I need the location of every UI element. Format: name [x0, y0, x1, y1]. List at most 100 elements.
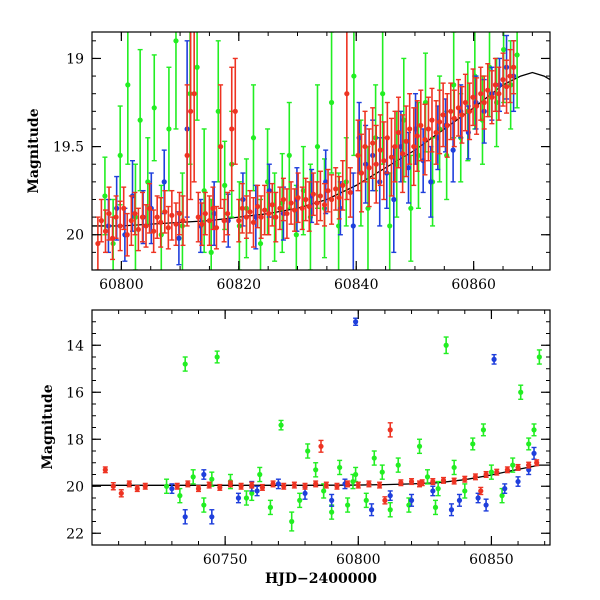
bottom-marker: [387, 493, 393, 499]
top-marker: [188, 108, 194, 114]
top-marker: [507, 73, 513, 79]
top-data-point: [321, 182, 328, 227]
top-marker: [162, 209, 168, 215]
bottom-data-point: [398, 479, 404, 487]
top-marker: [221, 218, 227, 224]
top-marker: [173, 221, 179, 227]
top-marker: [407, 126, 413, 132]
top-data-point: [433, 100, 439, 165]
bottom-marker: [382, 497, 388, 503]
bottom-data-point: [289, 511, 295, 532]
top-data-point: [229, 66, 235, 192]
top-marker: [470, 94, 476, 100]
top-marker: [310, 191, 316, 197]
bottom-marker: [302, 483, 308, 489]
bottom-marker: [102, 467, 108, 473]
top-data-point: [373, 124, 379, 204]
bottom-data-point: [270, 480, 276, 488]
top-data-point: [151, 54, 157, 162]
bottom-marker: [185, 481, 191, 487]
top-marker: [395, 129, 402, 136]
bottom-data-point: [408, 478, 415, 486]
top-data-point: [169, 189, 175, 241]
bottom-marker: [182, 514, 188, 520]
bottom-data-point: [318, 439, 324, 453]
bottom-data-point: [387, 422, 393, 438]
bottom-x-tick-label: 60850: [469, 552, 514, 568]
top-data-point: [344, 32, 350, 201]
top-marker: [247, 209, 253, 215]
bottom-marker: [451, 478, 457, 484]
bottom-y-tick-label: 18: [66, 432, 84, 448]
top-data-point: [310, 172, 316, 217]
bottom-marker: [435, 486, 441, 492]
top-data-point: [492, 57, 498, 113]
top-marker: [455, 105, 461, 111]
bottom-marker: [313, 481, 319, 487]
bottom-panel: 60750 60800 60850 14 16 18 20 22 Magnitude HJD−…: [40, 309, 551, 587]
top-marker: [269, 202, 275, 208]
top-data-point: [388, 117, 395, 197]
top-marker: [295, 195, 301, 201]
top-marker: [370, 140, 376, 146]
top-data-point: [225, 191, 231, 236]
top-data-point: [173, 202, 179, 247]
top-marker: [286, 152, 292, 159]
bottom-data-point: [337, 459, 343, 476]
top-marker: [478, 91, 484, 97]
top-marker: [166, 126, 172, 132]
top-data-point: [377, 114, 383, 187]
top-marker: [151, 105, 157, 111]
bottom-marker: [462, 488, 468, 494]
bottom-marker: [424, 474, 431, 480]
top-marker: [373, 161, 379, 167]
bottom-data-point: [257, 466, 263, 483]
bottom-data-point: [278, 419, 284, 431]
bottom-marker: [526, 441, 532, 447]
top-data-point: [400, 114, 406, 194]
bottom-marker: [201, 502, 207, 508]
bottom-data-point: [329, 493, 335, 507]
top-marker: [176, 235, 182, 241]
top-marker: [239, 205, 245, 211]
top-data-point: [328, 32, 335, 174]
bottom-data-point: [297, 492, 303, 509]
bottom-marker: [305, 448, 311, 454]
top-data-point: [303, 177, 309, 222]
bottom-data-point: [448, 503, 455, 517]
bottom-marker: [371, 455, 377, 461]
top-marker: [113, 214, 119, 220]
top-marker: [132, 210, 138, 217]
bottom-marker: [209, 476, 215, 482]
top-data-point: [470, 68, 476, 127]
top-marker: [392, 143, 398, 150]
bottom-data-point: [483, 498, 489, 512]
top-data-point: [258, 195, 264, 239]
bottom-data-point: [134, 485, 140, 493]
bottom-marker: [275, 481, 281, 487]
top-axis-ticks: 60800 60820 60840 60860 19 19.5 20: [53, 32, 550, 293]
top-data-point: [407, 93, 413, 165]
top-marker: [403, 138, 409, 144]
bottom-marker: [243, 495, 250, 501]
bottom-marker: [480, 427, 487, 433]
bottom-data-point: [235, 492, 242, 504]
top-marker: [451, 115, 457, 121]
bottom-data-point: [345, 480, 351, 488]
bottom-data-point: [432, 499, 439, 516]
top-data-point: [392, 110, 398, 183]
top-data-point: [366, 128, 372, 208]
top-data-point: [199, 202, 205, 247]
bottom-marker: [259, 484, 266, 491]
top-data-point: [355, 119, 361, 192]
bottom-marker: [462, 476, 468, 482]
top-marker: [143, 223, 149, 229]
top-data-point: [408, 154, 414, 262]
top-data-point: [485, 63, 491, 118]
bottom-marker: [249, 482, 255, 488]
bottom-marker: [142, 483, 148, 489]
top-data-point: [132, 191, 138, 236]
top-marker: [243, 214, 250, 220]
top-y-tick-label: 19: [66, 51, 84, 67]
top-data-point: [440, 82, 446, 148]
